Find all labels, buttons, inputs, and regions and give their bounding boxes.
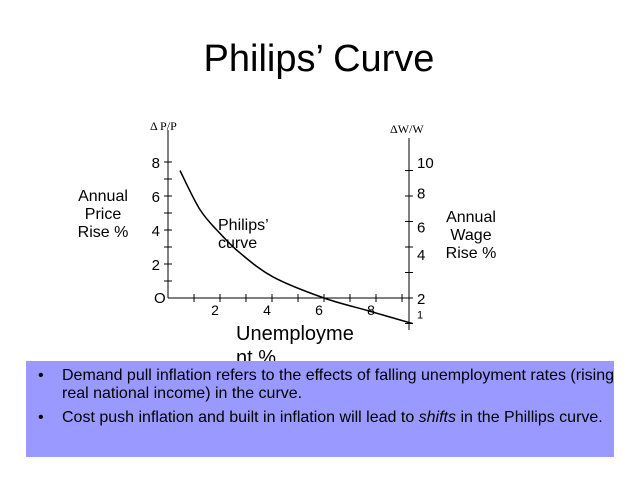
bullet-emphasis: shifts: [418, 409, 456, 426]
y-tick-label: 4: [152, 223, 160, 240]
curve-label-line: curve: [218, 235, 258, 252]
x-tick-label: 4: [263, 302, 271, 318]
curve-label: Philips’ curve: [218, 217, 269, 253]
bullet-icon: •: [38, 409, 44, 426]
left-label-line: Rise %: [77, 224, 129, 241]
left-label-line: Annual: [78, 188, 128, 205]
origin-label: O: [154, 290, 166, 307]
y2-tick-label: 2: [417, 291, 425, 308]
x-tick-label: 8: [367, 302, 375, 318]
curve-label-line: Philips’: [218, 217, 269, 234]
x-tick-label: 6: [315, 302, 323, 318]
bullet-icon: •: [38, 367, 44, 384]
bullet-item: • Demand pull inflation refers to the ef…: [38, 367, 630, 403]
right-axis-label: Annual Wage Rise %: [434, 209, 508, 263]
right-label-line: Annual: [446, 209, 496, 226]
bullet-text: in the Phillips curve.: [456, 409, 603, 426]
phillips-curve-line: [179, 170, 413, 325]
y2-tick-label: 4: [417, 247, 425, 264]
bullet-text: Demand pull inflation refers to the effe…: [62, 367, 614, 402]
y2-tick-label: 6: [417, 220, 425, 237]
y-axis-title: Δ P/P: [150, 119, 177, 133]
y-tick-label: 8: [152, 155, 160, 172]
right-label-line: Rise %: [445, 245, 497, 262]
right-label-line: Wage: [450, 227, 492, 244]
x-tick-label: 2: [211, 302, 219, 318]
y2-axis-title: ΔW/W: [390, 122, 424, 136]
y2-tick-label: 8: [417, 186, 425, 203]
bullet-text: Cost push inflation and built in inflati…: [62, 409, 419, 426]
bullet-item: • Cost push inflation and built in infla…: [38, 409, 630, 427]
notes-box: • Demand pull inflation refers to the ef…: [26, 361, 614, 457]
left-label-line: Price: [84, 206, 122, 223]
y-tick-label: 6: [152, 189, 160, 206]
y2-tick-label: 10: [417, 155, 434, 172]
x-label-line: Unemployme: [236, 323, 354, 345]
y2-tick-label: 1: [417, 309, 423, 321]
left-axis-label: Annual Price Rise %: [66, 188, 140, 242]
slide-title: Philips’ Curve: [203, 38, 435, 80]
y-tick-label: 2: [152, 257, 160, 274]
